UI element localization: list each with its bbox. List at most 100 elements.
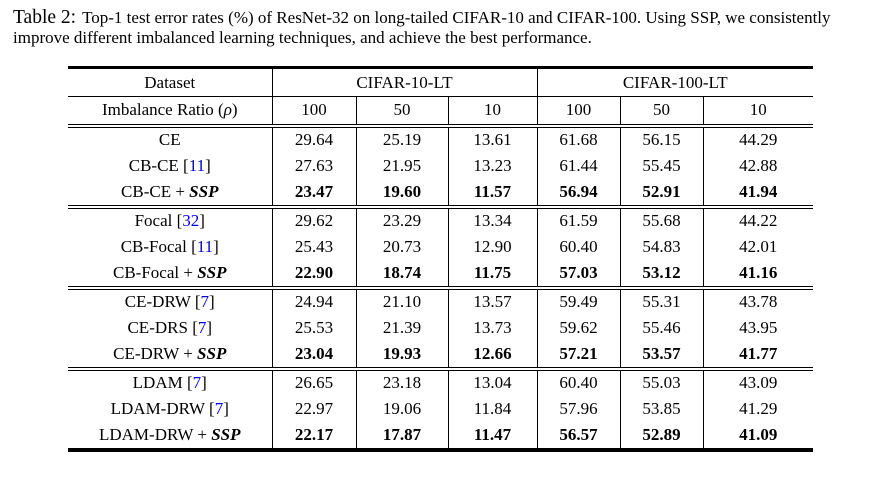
value-cell: 26.65 — [271, 368, 356, 396]
citation-link[interactable]: 11 — [188, 156, 206, 175]
citation-bracket-close: ] — [205, 156, 211, 175]
table-row: CB-CE + SSP 23.47 19.60 11.57 56.94 52.91 41.9… — [68, 179, 814, 207]
table-row: CE-DRW [7] 24.94 21.10 13.57 59.49 55.31 43.78 — [68, 287, 814, 315]
method-block-ldam: LDAM [7] 26.65 23.18 13.04 60.40 55.03 43.09 LD… — [68, 368, 814, 450]
value-cell: 22.17 — [271, 422, 356, 450]
citation-link[interactable]: 7 — [214, 399, 224, 418]
value-cell: 61.59 — [536, 206, 620, 234]
citation-bracket-close: ] — [199, 211, 205, 230]
dataset-header-cell: Dataset — [144, 72, 196, 92]
value-cell: 19.60 — [355, 179, 448, 207]
value-cell: 20.73 — [355, 233, 448, 261]
value-cell: 23.47 — [271, 179, 356, 207]
method-name: LDAM — [132, 373, 183, 392]
value-cell: 55.45 — [619, 152, 703, 180]
citation-bracket-close: ] — [209, 292, 215, 311]
citation-bracket-open: [ — [172, 211, 183, 230]
value-cell: 41.16 — [702, 260, 814, 288]
ratio-col-header: 10 — [447, 96, 537, 126]
method-name: Focal — [134, 211, 173, 230]
value-cell: 56.57 — [536, 422, 620, 450]
table-row: CB-CE [11] 27.63 21.95 13.23 61.44 55.45 42.88 — [68, 152, 814, 180]
value-cell: 61.68 — [536, 125, 620, 153]
method-cell: CB-CE [11] — [68, 153, 272, 180]
rho-symbol: ρ — [223, 100, 232, 120]
value-cell: 43.09 — [702, 368, 814, 396]
value-cell: 55.03 — [619, 368, 703, 396]
value-cell: 23.04 — [271, 341, 356, 369]
table-row: CE 29.64 25.19 13.61 61.68 56.15 44.29 — [68, 125, 814, 153]
table-row: CE-DRW + SSP 23.04 19.93 12.66 57.21 53.57 41.… — [68, 341, 814, 369]
citation-bracket-close: ] — [223, 399, 229, 418]
ssp-label: SSP — [197, 263, 227, 282]
value-cell: 60.40 — [536, 368, 620, 396]
value-cell: 22.97 — [271, 395, 356, 423]
table-header: Dataset CIFAR-10-LT CIFAR-100-LT Imbalan… — [68, 67, 814, 126]
dataset-header-row: Dataset CIFAR-10-LT CIFAR-100-LT — [68, 67, 814, 97]
value-cell: 53.57 — [619, 341, 703, 369]
ssp-label: SSP — [197, 344, 227, 363]
value-cell: 13.61 — [447, 125, 537, 153]
method-cell: CE — [68, 126, 272, 153]
value-cell: 29.62 — [271, 206, 356, 234]
results-table: Dataset CIFAR-10-LT CIFAR-100-LT Imbalan… — [68, 66, 814, 452]
value-cell: 55.68 — [619, 206, 703, 234]
value-cell: 18.74 — [355, 260, 448, 288]
method-name: CE-DRW — [124, 292, 191, 311]
method-name: CB-Focal — [113, 263, 180, 282]
method-block-drw: CE-DRW [7] 24.94 21.10 13.57 59.49 55.31 43.78… — [68, 287, 814, 369]
value-cell: 57.03 — [536, 260, 620, 288]
imbalance-ratio-label-pre: Imbalance Ratio ( — [101, 100, 224, 120]
method-cell: CE-DRS [7] — [68, 315, 272, 342]
caption-label: Table 2: — [13, 7, 77, 28]
value-cell: 55.31 — [619, 287, 703, 315]
ratio-col-header: 50 — [619, 96, 703, 126]
method-cell: CB-CE + SSP — [68, 180, 272, 207]
method-cell: CE-DRW [7] — [68, 288, 272, 315]
value-cell: 59.49 — [536, 287, 620, 315]
value-cell: 43.95 — [702, 314, 814, 342]
value-cell: 13.73 — [447, 314, 537, 342]
method-cell: LDAM-DRW + SSP — [68, 423, 272, 450]
value-cell: 11.84 — [447, 395, 537, 423]
value-cell: 24.94 — [271, 287, 356, 315]
citation-link[interactable]: 7 — [200, 292, 210, 311]
value-cell: 52.91 — [619, 179, 703, 207]
plus-separator: + — [193, 425, 212, 444]
ratio-col-header: 50 — [355, 96, 448, 126]
citation-link[interactable]: 7 — [192, 373, 202, 392]
plus-separator: + — [179, 263, 198, 282]
value-cell: 22.90 — [271, 260, 356, 288]
citation-bracket-close: ] — [206, 318, 213, 337]
value-cell: 21.39 — [355, 314, 448, 342]
value-cell: 13.34 — [447, 206, 537, 234]
method-cell: CB-Focal + SSP — [68, 261, 272, 288]
citation-bracket-open: [ — [190, 292, 201, 311]
ssp-label: SSP — [189, 182, 219, 201]
citation-link[interactable]: 7 — [197, 318, 207, 337]
method-name: LDAM-DRW — [98, 425, 194, 444]
value-cell: 61.44 — [536, 152, 620, 180]
value-cell: 13.04 — [447, 368, 537, 396]
method-name: CB-CE — [121, 182, 172, 201]
citation-link[interactable]: 11 — [196, 237, 214, 256]
citation-link[interactable]: 32 — [182, 211, 200, 230]
table-row: LDAM-DRW [7] 22.97 19.06 11.84 57.96 53.85 41.… — [68, 395, 814, 423]
citation-bracket-open: [ — [178, 156, 189, 175]
ratio-col-header: 10 — [702, 96, 814, 126]
table-caption: Table 2: Top-1 test error rates (%) of Re… — [13, 8, 861, 48]
value-cell: 11.75 — [447, 260, 537, 288]
value-cell: 12.66 — [447, 341, 537, 369]
value-cell: 42.88 — [702, 152, 814, 180]
citation-bracket-open: [ — [187, 318, 198, 337]
value-cell: 41.77 — [702, 341, 814, 369]
citation-bracket-close: ] — [201, 373, 207, 392]
table-row: LDAM-DRW + SSP 22.17 17.87 11.47 56.57 52.89 4… — [68, 422, 814, 450]
plus-separator: + — [171, 182, 190, 201]
citation-bracket-open: [ — [182, 373, 193, 392]
value-cell: 19.93 — [355, 341, 448, 369]
value-cell: 41.09 — [702, 422, 814, 450]
value-cell: 13.57 — [447, 287, 537, 315]
value-cell: 25.53 — [271, 314, 356, 342]
